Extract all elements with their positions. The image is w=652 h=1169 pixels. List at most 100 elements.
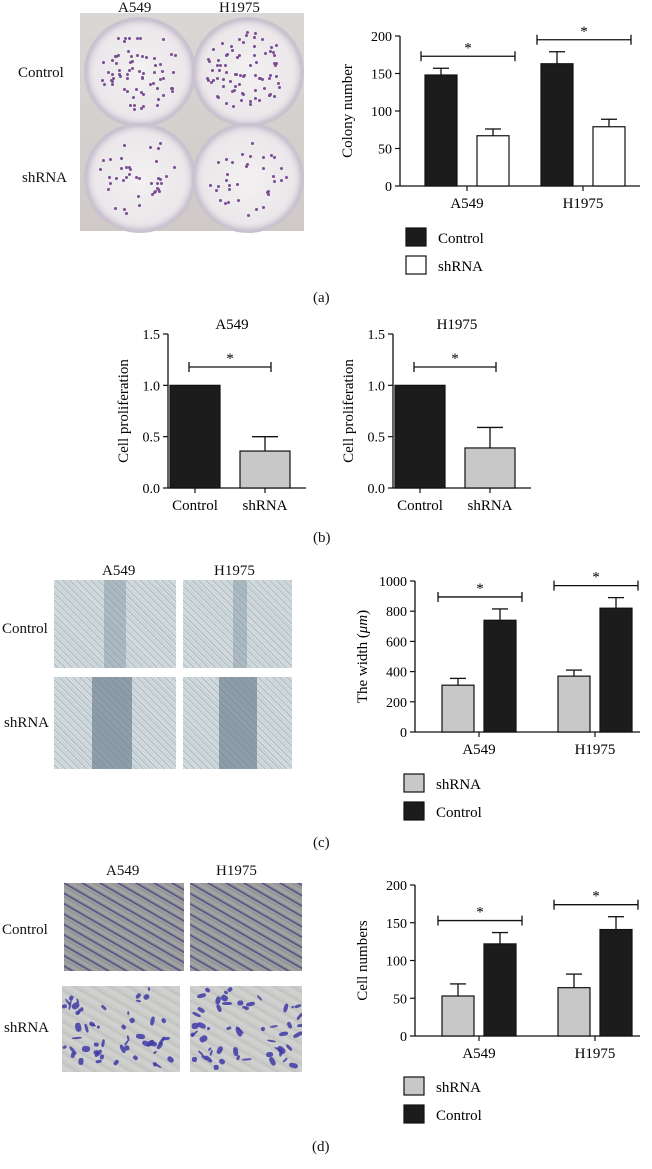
y-tick-label: 0 <box>400 1030 407 1045</box>
colony-dot <box>208 59 212 63</box>
colony-dot <box>139 106 143 110</box>
colony-dot <box>253 36 257 40</box>
caption-a: (a) <box>313 290 330 306</box>
y-tick-label: 100 <box>386 955 407 970</box>
migrated-cell <box>225 1026 232 1031</box>
colony-dot <box>154 159 158 163</box>
y-tick-label: 400 <box>386 666 407 681</box>
colony-dot <box>161 38 165 42</box>
migrated-cell <box>245 1001 255 1008</box>
colony-dot <box>120 167 124 171</box>
photo-col-label-h1975: H1975 <box>216 863 257 879</box>
y-tick-label: 0.5 <box>143 431 161 446</box>
colony-dot <box>267 192 271 196</box>
colony-dot <box>98 168 102 172</box>
y-tick-label: 50 <box>378 143 392 158</box>
colony-dot <box>109 182 113 186</box>
colony-dot <box>135 88 139 92</box>
colony-dot <box>223 201 227 205</box>
colony-dot <box>221 85 225 89</box>
migrated-cell <box>204 1055 214 1064</box>
colony-dot <box>102 158 106 162</box>
y-tick-label: 1.5 <box>143 328 161 343</box>
colony-dot <box>208 184 212 188</box>
legend-swatch <box>405 227 427 247</box>
cell-proliferation-chart-a549: A549 0.0 0.5 1.0 1.5 Cell proliferation Contro… <box>116 317 306 514</box>
colony-dot <box>150 182 154 186</box>
colony-dot <box>171 70 175 74</box>
migrated-cell <box>74 1021 83 1032</box>
migrated-cell <box>286 1021 293 1030</box>
x-tick-label: shRNA <box>467 498 512 514</box>
photo-col-label-a549: A549 <box>118 0 152 16</box>
colony-dot <box>149 146 153 150</box>
colony-dot <box>217 161 221 165</box>
colony-dot <box>158 141 162 145</box>
y-tick-label: 1.0 <box>143 379 161 394</box>
y-axis-label: Cell proliferation <box>116 359 132 463</box>
migrated-cell <box>78 1057 84 1065</box>
bar-shrna-h1975 <box>557 987 591 1037</box>
migrated-cell <box>191 1011 202 1019</box>
colony-dot <box>248 155 252 159</box>
legend-swatch <box>405 255 427 275</box>
y-axis-label: Cell proliferation <box>341 359 357 463</box>
colony-dot <box>225 53 229 57</box>
colony-dot <box>238 37 242 41</box>
colony-dot <box>156 176 160 180</box>
colony-dot <box>268 76 272 80</box>
colony-dot <box>109 158 113 162</box>
x-tick-label: A549 <box>450 196 483 212</box>
migrated-cell <box>68 994 75 1001</box>
colony-dot <box>248 100 252 104</box>
colony-dot <box>123 37 127 41</box>
x-tick-label: shRNA <box>242 498 287 514</box>
migrated-cell <box>278 1030 288 1037</box>
bar-shrna <box>239 450 291 489</box>
colony-dot <box>284 175 288 179</box>
colony-dot <box>225 70 229 74</box>
photo-col-label-h1975: H1975 <box>214 563 255 579</box>
migrated-cell <box>162 1036 171 1041</box>
colony-dot <box>142 71 146 75</box>
colony-dot <box>267 93 271 97</box>
caption-b: (b) <box>313 530 331 546</box>
wound-width-chart: 0 200 400 600 800 1000 The width (μm) A549 * H197… <box>355 570 640 821</box>
cell-proliferation-chart-h1975: H1975 0.0 0.5 1.0 1.5 Cell proliferation Contr… <box>341 317 531 514</box>
significance-star: * <box>476 905 484 921</box>
colony-dot <box>140 54 144 58</box>
colony-dot <box>129 168 133 172</box>
colony-dot <box>206 79 210 83</box>
bar-shrna-a549 <box>441 995 475 1037</box>
migrated-cell <box>96 1025 101 1030</box>
colony-dot <box>272 50 276 54</box>
colony-dot <box>279 167 283 171</box>
y-tick-label: 0.5 <box>368 431 386 446</box>
colony-dot <box>126 76 130 80</box>
y-tick-label: 0.0 <box>143 482 161 497</box>
migrated-cell <box>81 1046 90 1053</box>
y-tick-label: 200 <box>371 30 392 45</box>
colony-dot <box>224 101 228 105</box>
colony-dot <box>216 64 220 68</box>
photo-row-label-shrna: shRNA <box>4 715 50 731</box>
colony-dot <box>241 92 245 96</box>
migrated-cell <box>132 1054 140 1061</box>
migrated-cell <box>236 1055 241 1061</box>
migrated-cell <box>142 992 150 1001</box>
colony-dot <box>230 90 234 94</box>
colony-dot <box>111 83 115 87</box>
migrated-cell <box>296 1023 302 1028</box>
migrated-cell <box>282 1056 289 1063</box>
colony-dot <box>151 82 155 86</box>
legend-label: Control <box>438 231 484 247</box>
colony-dot <box>236 55 240 59</box>
migrated-cell <box>219 993 229 1002</box>
colony-dot <box>164 175 168 179</box>
bar-control-h1975 <box>599 928 633 1037</box>
y-tick-label: 50 <box>393 992 407 1007</box>
migrated-cell <box>266 1039 277 1044</box>
migrated-cell <box>165 1055 175 1065</box>
colony-dot <box>219 64 223 68</box>
colony-dot <box>253 54 257 58</box>
